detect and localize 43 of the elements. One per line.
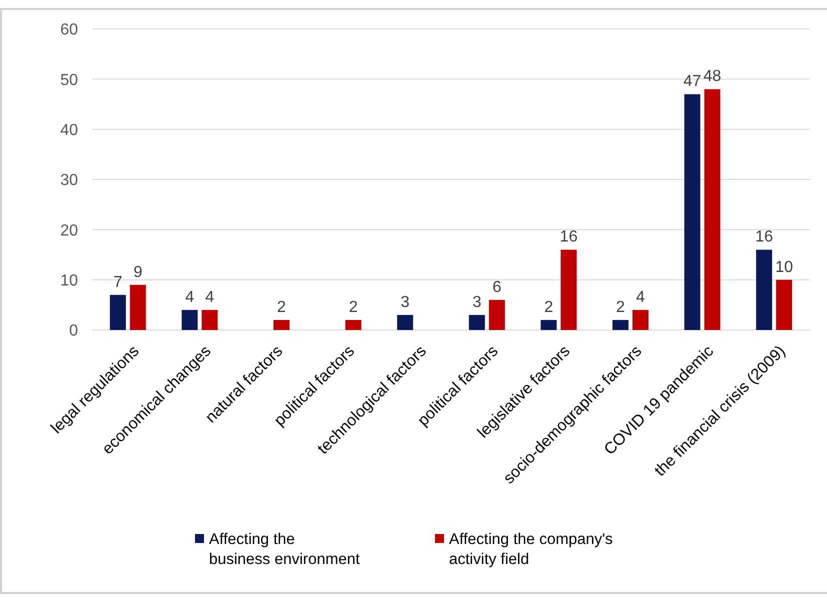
bar xyxy=(704,89,720,330)
data-label: 9 xyxy=(133,264,142,281)
data-label: 16 xyxy=(560,228,578,246)
data-label: 16 xyxy=(755,228,774,246)
y-tick-label: 0 xyxy=(69,322,78,340)
bar xyxy=(182,310,198,330)
data-label: 2 xyxy=(348,298,358,316)
bar xyxy=(540,320,557,330)
y-tick-label: 60 xyxy=(60,22,78,39)
data-label: 4 xyxy=(205,288,214,306)
bar xyxy=(110,294,126,330)
data-label: 4 xyxy=(636,288,646,306)
data-label: 2 xyxy=(616,298,626,316)
data-label: 3 xyxy=(472,294,482,311)
bar xyxy=(130,284,146,330)
data-label: 10 xyxy=(775,258,794,276)
y-tick-label: 50 xyxy=(60,72,78,89)
data-label: 47 xyxy=(683,73,702,90)
bar xyxy=(488,300,505,330)
data-label: 7 xyxy=(113,274,122,291)
bar xyxy=(756,250,772,330)
legend-label: Affecting the company's activity field xyxy=(449,531,614,568)
bar xyxy=(776,280,792,330)
data-label: 2 xyxy=(544,298,554,316)
bar xyxy=(397,314,414,330)
y-tick-label: 10 xyxy=(60,272,78,290)
y-tick-label: 40 xyxy=(60,122,78,139)
bar xyxy=(612,320,628,330)
bar xyxy=(202,310,218,330)
y-tick-label: 30 xyxy=(60,172,78,190)
bar xyxy=(468,314,485,330)
legend-label: Affecting the business environment xyxy=(209,531,360,568)
data-label: 48 xyxy=(703,68,722,86)
data-label: 3 xyxy=(400,294,410,311)
y-tick-label: 20 xyxy=(60,222,78,240)
data-label: 6 xyxy=(492,278,502,296)
data-label: 2 xyxy=(277,298,286,316)
data-label: 4 xyxy=(185,288,194,306)
bar xyxy=(274,320,290,330)
bar xyxy=(684,94,700,330)
bar xyxy=(632,310,648,330)
bar xyxy=(560,250,577,330)
bar xyxy=(345,320,362,330)
